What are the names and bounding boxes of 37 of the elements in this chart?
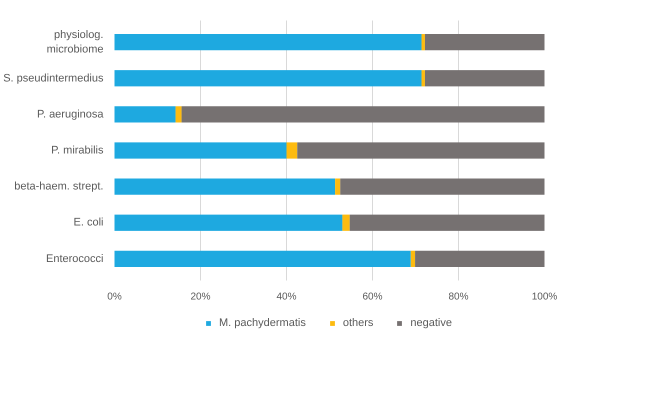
x-tick-label: 40% [276,292,297,302]
bar [114,70,422,86]
bar [415,250,544,267]
y-tick-label: S. pseudintermedius [3,72,104,84]
bar [350,214,544,231]
bar [182,106,544,123]
bar [422,70,425,86]
bar [114,214,342,231]
bar [422,34,425,50]
y-tick-label: E. coli [74,216,104,229]
bar [424,70,544,86]
y-tick-label: Enterococci [46,252,104,265]
bar [335,178,340,195]
y-tick-label: physiolog. microbiome [46,28,104,56]
x-tick-label: 60% [362,292,383,302]
bar [342,214,350,231]
bar [410,250,416,267]
legend-label: negative [410,317,452,329]
x-tick-label: 80% [448,292,469,302]
bar [424,34,544,50]
y-tick-label: P. mirabilis [51,144,104,156]
bar [114,34,422,50]
x-tick-label: 20% [190,292,211,302]
bar [114,250,411,267]
legend-label: others [342,317,374,329]
x-tick-label: 100% [532,292,558,302]
bar [114,178,336,195]
bar [297,142,544,159]
bar [114,142,286,159]
bar [286,142,298,159]
y-tick-label: P. aeruginosa [37,108,104,120]
bar [114,106,176,123]
bar [176,106,182,123]
bar [340,178,544,195]
legend-label: M. pachydermatis [219,317,306,329]
x-tick-label: 0% [107,292,122,302]
y-tick-label: beta-haem. strept. [14,180,104,193]
